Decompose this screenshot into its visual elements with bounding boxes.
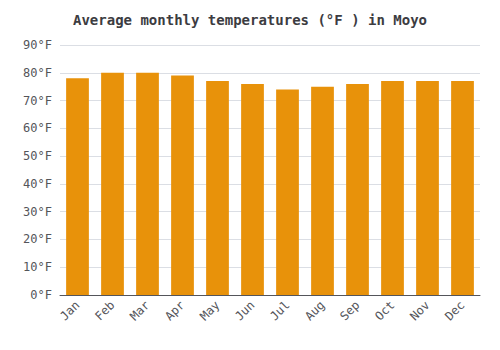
- svg-text:Feb: Feb: [92, 298, 117, 323]
- svg-text:50°F: 50°F: [23, 149, 52, 163]
- svg-text:Jun: Jun: [232, 298, 257, 323]
- svg-text:70°F: 70°F: [23, 94, 52, 108]
- svg-text:Oct: Oct: [372, 298, 397, 323]
- svg-text:Apr: Apr: [162, 298, 187, 323]
- svg-text:30°F: 30°F: [23, 205, 52, 219]
- svg-text:Sep: Sep: [337, 298, 362, 323]
- svg-text:Jan: Jan: [57, 298, 82, 323]
- svg-text:10°F: 10°F: [23, 260, 52, 274]
- svg-text:Mar: Mar: [127, 298, 152, 323]
- svg-text:Dec: Dec: [442, 298, 467, 323]
- svg-text:May: May: [197, 298, 222, 323]
- svg-text:Aug: Aug: [302, 298, 327, 323]
- svg-text:90°F: 90°F: [23, 38, 52, 52]
- svg-text:20°F: 20°F: [23, 232, 52, 246]
- svg-text:Nov: Nov: [407, 298, 432, 323]
- svg-text:Jul: Jul: [267, 298, 292, 323]
- svg-text:60°F: 60°F: [23, 121, 52, 135]
- svg-text:Average monthly temperatures (: Average monthly temperatures (°F ) in Mo…: [73, 12, 427, 28]
- svg-text:80°F: 80°F: [23, 66, 52, 80]
- svg-text:0°F: 0°F: [30, 288, 52, 302]
- svg-text:40°F: 40°F: [23, 177, 52, 191]
